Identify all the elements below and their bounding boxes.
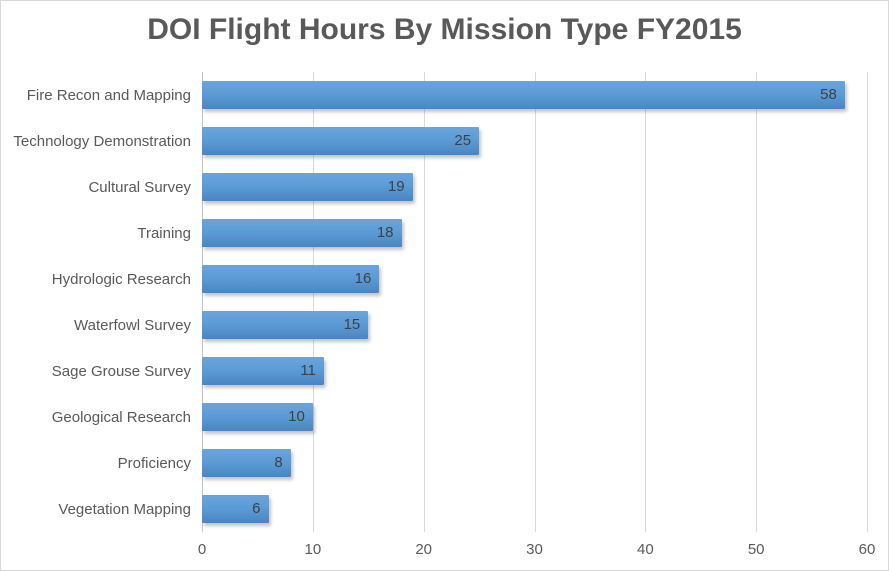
category-label: Cultural Survey	[88, 178, 191, 196]
category-label: Geological Research	[51, 408, 191, 426]
category-label: Sage Grouse Survey	[51, 362, 191, 380]
x-tick-label-10: 10	[304, 541, 322, 558]
bar-row: 25	[202, 118, 867, 164]
bar-hydrologic-research: 16	[202, 265, 380, 293]
bar-row: 10	[202, 394, 867, 440]
bar-row: 15	[202, 302, 867, 348]
bar-geological-research: 10	[202, 403, 313, 431]
x-tick-label-60: 60	[858, 541, 876, 558]
bar-value-label: 18	[376, 224, 394, 241]
category-label: Fire Recon and Mapping	[26, 86, 191, 104]
category-label: Waterfowl Survey	[74, 316, 191, 334]
gridline-60	[867, 72, 868, 532]
bar-cultural-survey: 19	[202, 173, 413, 201]
category-label: Vegetation Mapping	[58, 500, 191, 518]
gridline-50	[756, 72, 758, 532]
bar-row: 19	[202, 164, 867, 210]
plot-area: 58 25 19 18 16 15 11 10 8 6	[202, 72, 868, 532]
bar-value-label: 6	[252, 500, 261, 517]
value-axis: 0 10 20 30 40 50 60	[198, 541, 876, 563]
bar-value-label: 25	[454, 132, 472, 149]
gridline-30	[534, 72, 536, 532]
category-label: Training	[137, 224, 191, 242]
bar-row: 8	[202, 440, 867, 486]
bar-value-label: 19	[387, 178, 405, 195]
x-tick-label-50: 50	[747, 541, 765, 558]
bar-training: 18	[202, 219, 402, 247]
category-label: Technology Demonstration	[13, 132, 191, 150]
gridline-20	[423, 72, 425, 532]
bar-sage-grouse-survey: 11	[202, 357, 324, 385]
bar-row: 58	[202, 72, 867, 118]
bar-value-label: 11	[300, 362, 316, 379]
bar-value-label: 15	[343, 316, 361, 333]
bar-series: 58 25 19 18 16 15 11 10 8 6	[202, 72, 867, 532]
bar-waterfowl-survey: 15	[202, 311, 369, 339]
gridline-10	[312, 72, 314, 532]
bar-value-label: 8	[274, 454, 283, 471]
category-axis: Fire Recon and Mapping Technology Demonst…	[1, 72, 191, 532]
bar-vegetation-mapping: 6	[202, 495, 269, 523]
bar-row: 11	[202, 348, 867, 394]
bar-fire-recon-and-mapping: 58	[202, 81, 845, 109]
bar-proficiency: 8	[202, 449, 291, 477]
bar-row: 6	[202, 486, 867, 532]
bar-value-label: 58	[820, 86, 837, 103]
bar-technology-demonstration: 25	[202, 127, 480, 155]
category-label: Proficiency	[117, 454, 191, 472]
chart-title: DOI Flight Hours By Mission Type FY2015	[147, 13, 742, 46]
category-label: Hydrologic Research	[51, 270, 191, 288]
bar-value-label: 10	[288, 408, 305, 425]
bar-value-label: 16	[354, 270, 372, 287]
bar-row: 16	[202, 256, 867, 302]
bar-row: 18	[202, 210, 867, 256]
x-tick-label-20: 20	[415, 541, 432, 558]
x-tick-label-30: 30	[526, 541, 543, 558]
x-tick-label-40: 40	[636, 541, 654, 558]
x-tick-label-0: 0	[197, 541, 207, 558]
gridline-40	[645, 72, 647, 532]
gridline-0	[202, 72, 203, 532]
